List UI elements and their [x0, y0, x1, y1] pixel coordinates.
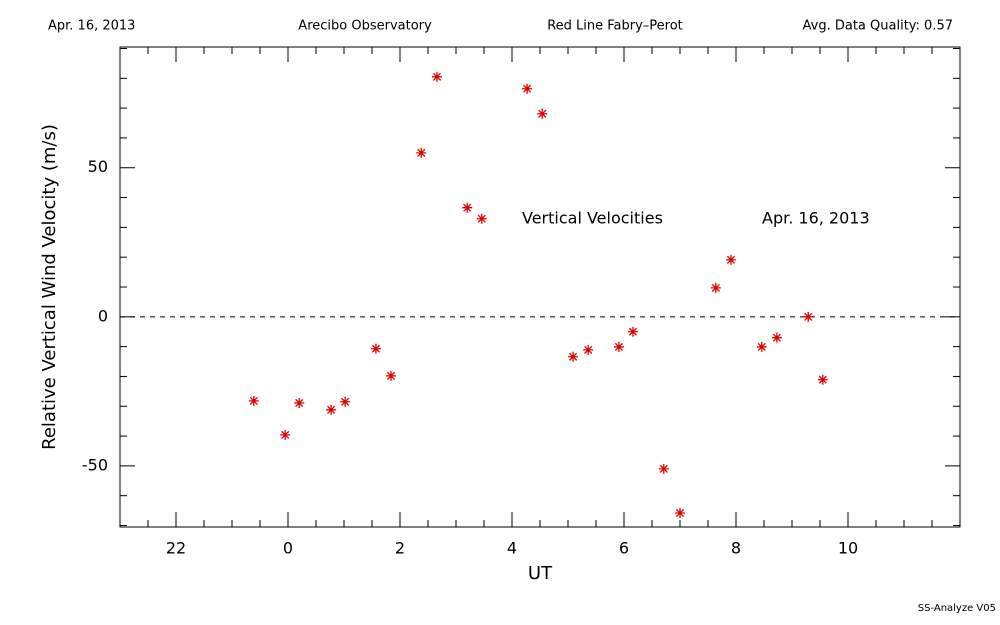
- asterisk: [658, 463, 669, 474]
- x-tick-label: 22: [166, 539, 186, 558]
- asterisk: [386, 370, 397, 381]
- data-point: [725, 254, 736, 265]
- asterisk: [771, 332, 782, 343]
- data-point: [294, 397, 305, 408]
- data-point: [803, 311, 814, 322]
- asterisk: [537, 108, 548, 119]
- data-point: [416, 147, 427, 158]
- asterisk: [627, 326, 638, 337]
- data-point: [658, 463, 669, 474]
- asterisk: [522, 83, 533, 94]
- asterisk: [416, 147, 427, 158]
- data-point: [613, 341, 624, 352]
- data-point: [817, 374, 828, 385]
- data-point: [431, 71, 442, 82]
- x-tick-label: 2: [395, 539, 405, 558]
- data-point: [583, 344, 594, 355]
- annotation: Vertical Velocities: [522, 209, 663, 228]
- data-point: [771, 332, 782, 343]
- x-tick-label: 6: [619, 539, 629, 558]
- data-point: [386, 370, 397, 381]
- data-point: [627, 326, 638, 337]
- asterisk: [756, 341, 767, 352]
- asterisk: [613, 341, 624, 352]
- data-point: [710, 282, 721, 293]
- asterisk: [294, 397, 305, 408]
- asterisk: [462, 202, 473, 213]
- data-point: [756, 341, 767, 352]
- asterisk: [431, 71, 442, 82]
- asterisk: [568, 351, 579, 362]
- asterisk: [817, 374, 828, 385]
- asterisk: [803, 311, 814, 322]
- y-tick-label: 0: [98, 306, 108, 325]
- data-point: [675, 507, 685, 518]
- data-point: [280, 429, 291, 440]
- footer: SS-Analyze V05: [918, 603, 996, 614]
- asterisk: [280, 429, 291, 440]
- y-tick-label: 50: [88, 157, 108, 176]
- header-quality: Avg. Data Quality: 0.57: [803, 19, 953, 34]
- data-point: [370, 343, 381, 354]
- asterisk: [370, 343, 381, 354]
- y-axis-label: Relative Vertical Wind Velocity (m/s): [39, 124, 60, 450]
- asterisk: [340, 396, 351, 407]
- asterisk: [326, 404, 337, 415]
- data-point: [462, 202, 473, 213]
- header-site: Arecibo Observatory: [298, 19, 432, 34]
- data-point: [537, 108, 548, 119]
- asterisk: [675, 507, 685, 518]
- asterisk: [248, 395, 259, 406]
- data-point: [476, 213, 487, 224]
- header-date: Apr. 16, 2013: [48, 19, 135, 34]
- asterisk: [583, 344, 594, 355]
- asterisk: [710, 282, 721, 293]
- x-tick-label: 8: [731, 539, 741, 558]
- asterisk: [476, 213, 487, 224]
- annotation: Apr. 16, 2013: [762, 209, 870, 228]
- data-point: [340, 396, 351, 407]
- x-tick-label: 4: [507, 539, 517, 558]
- header-instrument: Red Line Fabry–Perot: [547, 19, 683, 34]
- data-point: [248, 395, 259, 406]
- x-tick-label: 0: [283, 539, 293, 558]
- y-tick-label: -50: [82, 455, 108, 474]
- data-point: [568, 351, 579, 362]
- data-point: [522, 83, 533, 94]
- data-point: [326, 404, 337, 415]
- asterisk: [725, 254, 736, 265]
- x-tick-label: 10: [838, 539, 858, 558]
- x-axis-label: UT: [528, 563, 553, 584]
